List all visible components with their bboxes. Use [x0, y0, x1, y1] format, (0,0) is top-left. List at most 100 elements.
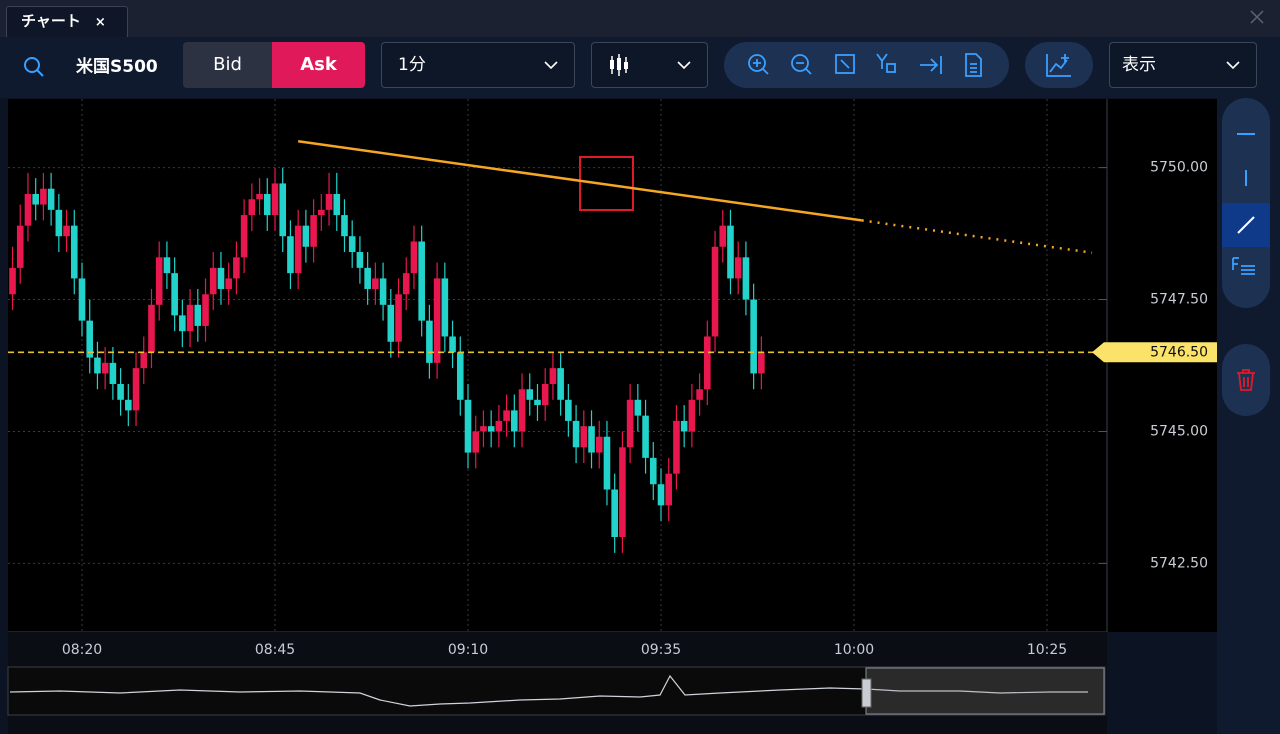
tab-bar: [0, 0, 1280, 37]
candle-body: [611, 489, 618, 538]
candle-body: [464, 399, 472, 453]
navigator-handle[interactable]: [861, 678, 872, 708]
candle-body: [673, 420, 680, 474]
candle-body: [171, 273, 178, 316]
candle-body: [233, 257, 240, 279]
candle-body: [495, 420, 503, 432]
candle-body: [225, 278, 232, 289]
candle-body: [595, 436, 603, 453]
candle-body: [456, 352, 464, 400]
candle-body: [325, 193, 333, 210]
chevron: [544, 61, 558, 70]
candle-body: [526, 389, 534, 400]
candle-body: [356, 252, 364, 268]
delete-tool[interactable]: [1237, 369, 1255, 391]
candle-body: [248, 199, 256, 216]
y-tick-label: 5745.00: [1150, 423, 1208, 439]
candle-body: [557, 368, 564, 400]
candle-body: [649, 457, 657, 485]
candle-body: [86, 320, 94, 358]
candle-body: [727, 225, 734, 279]
candle-body: [209, 267, 217, 295]
chart-type-dropdown[interactable]: [591, 42, 708, 88]
candle-body: [341, 215, 348, 237]
candle-body: [9, 267, 16, 295]
candle-body: [294, 225, 302, 274]
candle-body: [155, 257, 163, 305]
x-tick-label: 10:25: [1027, 642, 1067, 658]
candle-body: [163, 257, 171, 274]
navigator-window[interactable]: [865, 667, 1105, 715]
candle-body: [626, 399, 634, 448]
candle-body: [657, 484, 665, 506]
candle-body: [518, 389, 526, 432]
candle-body: [372, 278, 379, 289]
candle-body: [642, 415, 649, 458]
candle-body: [487, 426, 495, 432]
candle-body: [588, 426, 595, 453]
trend-line-tool[interactable]: [1237, 216, 1255, 234]
candle-body: [78, 278, 86, 321]
candle-body: [379, 278, 387, 305]
x-tick-label: 09:35: [641, 642, 681, 658]
y-axis-area: [1107, 99, 1217, 632]
y-tick-label: 5747.50: [1150, 292, 1208, 308]
candle-body: [117, 383, 124, 400]
window-close[interactable]: [1249, 9, 1265, 25]
candle-body: [140, 352, 148, 369]
candle-body: [472, 431, 480, 453]
candle-body: [580, 426, 588, 448]
candle-body: [24, 193, 32, 226]
candle-body: [109, 362, 117, 384]
candle-icon: [610, 54, 628, 76]
plot-area: [8, 99, 1107, 632]
candle-body: [402, 273, 410, 295]
candle-body: [734, 257, 742, 279]
selection-box[interactable]: [579, 156, 634, 211]
chart-tab[interactable]: チャート ×: [6, 6, 128, 37]
interval-dropdown[interactable]: 1分: [381, 42, 575, 88]
candle-body: [310, 215, 317, 247]
candle-body: [503, 410, 510, 421]
candle-body: [194, 304, 202, 326]
tool-group: [724, 42, 1009, 88]
view-label: 表示: [1122, 55, 1156, 75]
candle-body: [302, 225, 310, 247]
candle-body: [410, 241, 418, 274]
candle-body: [63, 225, 70, 237]
candle-body: [16, 225, 24, 268]
candle-body: [750, 299, 757, 374]
candle-body: [680, 420, 688, 432]
fib-tool[interactable]: [1232, 257, 1255, 275]
candle-body: [318, 209, 325, 216]
bid-button[interactable]: Bid: [183, 42, 272, 88]
x-tick-label: 08:20: [62, 642, 102, 658]
candle-body: [704, 336, 711, 390]
indicator-button[interactable]: [1025, 42, 1093, 88]
candle-body: [101, 362, 109, 374]
trend-extension: [861, 219, 1093, 254]
candle-body: [70, 225, 78, 279]
y-tick-label: 5742.50: [1150, 555, 1208, 571]
y-tick-label: 5750.00: [1150, 160, 1208, 176]
candle-body: [287, 236, 294, 274]
chevron: [1226, 61, 1240, 70]
tab-close[interactable]: ×: [94, 15, 106, 30]
search-icon[interactable]: [22, 55, 46, 79]
candle-body: [55, 209, 63, 237]
candle-body: [511, 410, 518, 432]
view-dropdown[interactable]: 表示: [1109, 42, 1257, 88]
candle-body: [665, 473, 673, 506]
chart: 5742.50 5745.00 5747.50 5750.00 08:20 08:45 09…: [7, 99, 1217, 734]
candle-body: [418, 241, 425, 321]
candle-body: [426, 320, 433, 363]
candle-body: [202, 294, 209, 326]
candle-body: [758, 352, 765, 374]
ask-button[interactable]: Ask: [272, 42, 365, 88]
candle-body: [263, 193, 271, 216]
drawing-panel: [1217, 98, 1280, 734]
candle-body: [449, 336, 456, 353]
symbol[interactable]: 米国S500: [76, 57, 158, 77]
candle-body: [688, 399, 696, 432]
